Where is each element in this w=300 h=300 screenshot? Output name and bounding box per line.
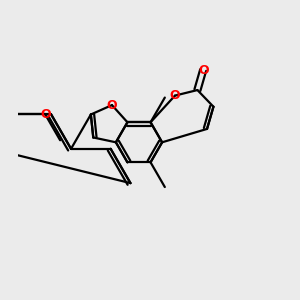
Text: O: O — [40, 108, 51, 121]
Text: O: O — [170, 89, 180, 102]
Text: O: O — [198, 64, 208, 76]
Text: O: O — [107, 99, 117, 112]
